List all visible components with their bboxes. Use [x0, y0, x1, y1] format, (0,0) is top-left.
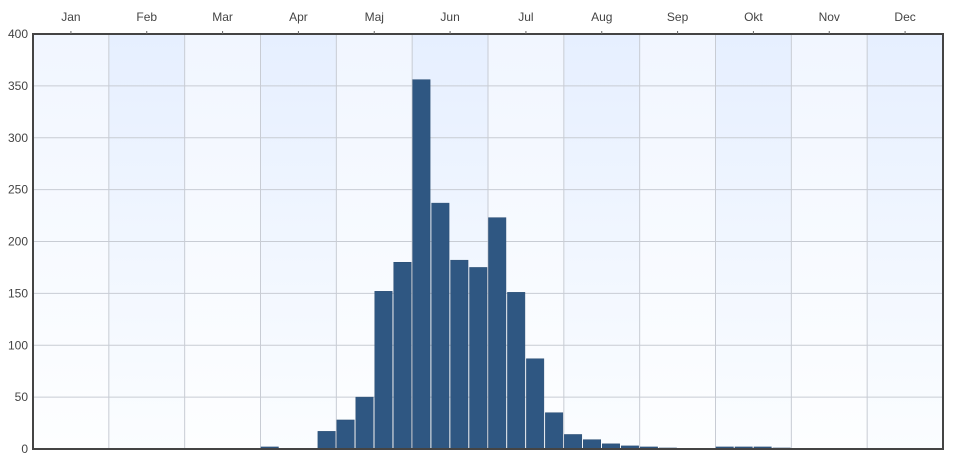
x-tick-label: Okt: [744, 10, 763, 24]
histogram-bar: [317, 431, 336, 450]
y-tick-label: 150: [8, 286, 28, 300]
y-tick-label: 350: [8, 79, 28, 93]
x-tick-label: Jan: [61, 10, 80, 24]
histogram-bar: [469, 267, 488, 450]
histogram-bar: [450, 259, 469, 450]
y-tick-label: 50: [15, 390, 29, 404]
x-tick-label: Maj: [365, 10, 384, 24]
x-tick-label: Sep: [667, 10, 689, 24]
histogram-bar: [507, 292, 526, 450]
histogram-bar: [564, 434, 583, 450]
histogram-bar: [336, 419, 355, 450]
y-tick-label: 250: [8, 183, 28, 197]
histogram-bar: [526, 358, 545, 450]
y-tick-label: 100: [8, 338, 28, 352]
histogram-bar: [355, 396, 374, 450]
histogram-bar: [488, 217, 507, 450]
x-axis: Jan Feb Mar Apr Maj Jun Jul Aug Sep Okt Nov Dec: [61, 10, 916, 34]
x-tick-label: Dec: [894, 10, 915, 24]
x-tick-label: Apr: [289, 10, 308, 24]
histogram-bar: [431, 202, 450, 450]
x-tick-label: Aug: [591, 10, 612, 24]
bars: [260, 79, 791, 450]
histogram-bar: [393, 262, 412, 450]
y-axis: 0 50 100 150 200 250 300 350 400: [8, 27, 28, 456]
histogram-bar: [583, 439, 602, 450]
x-tick-label: Jul: [518, 10, 533, 24]
histogram-bar: [412, 79, 431, 450]
histogram-bar: [545, 412, 564, 450]
x-tick-label: Jun: [440, 10, 459, 24]
plot-frame: [32, 33, 944, 450]
x-tick-label: Feb: [136, 10, 157, 24]
y-tick-label: 300: [8, 131, 28, 145]
y-tick-label: 0: [21, 442, 28, 456]
x-tick-label: Nov: [819, 10, 840, 24]
y-tick-label: 400: [8, 27, 28, 41]
x-tick-label: Mar: [212, 10, 233, 24]
y-tick-label: 200: [8, 235, 28, 249]
histogram-bar: [374, 291, 393, 450]
